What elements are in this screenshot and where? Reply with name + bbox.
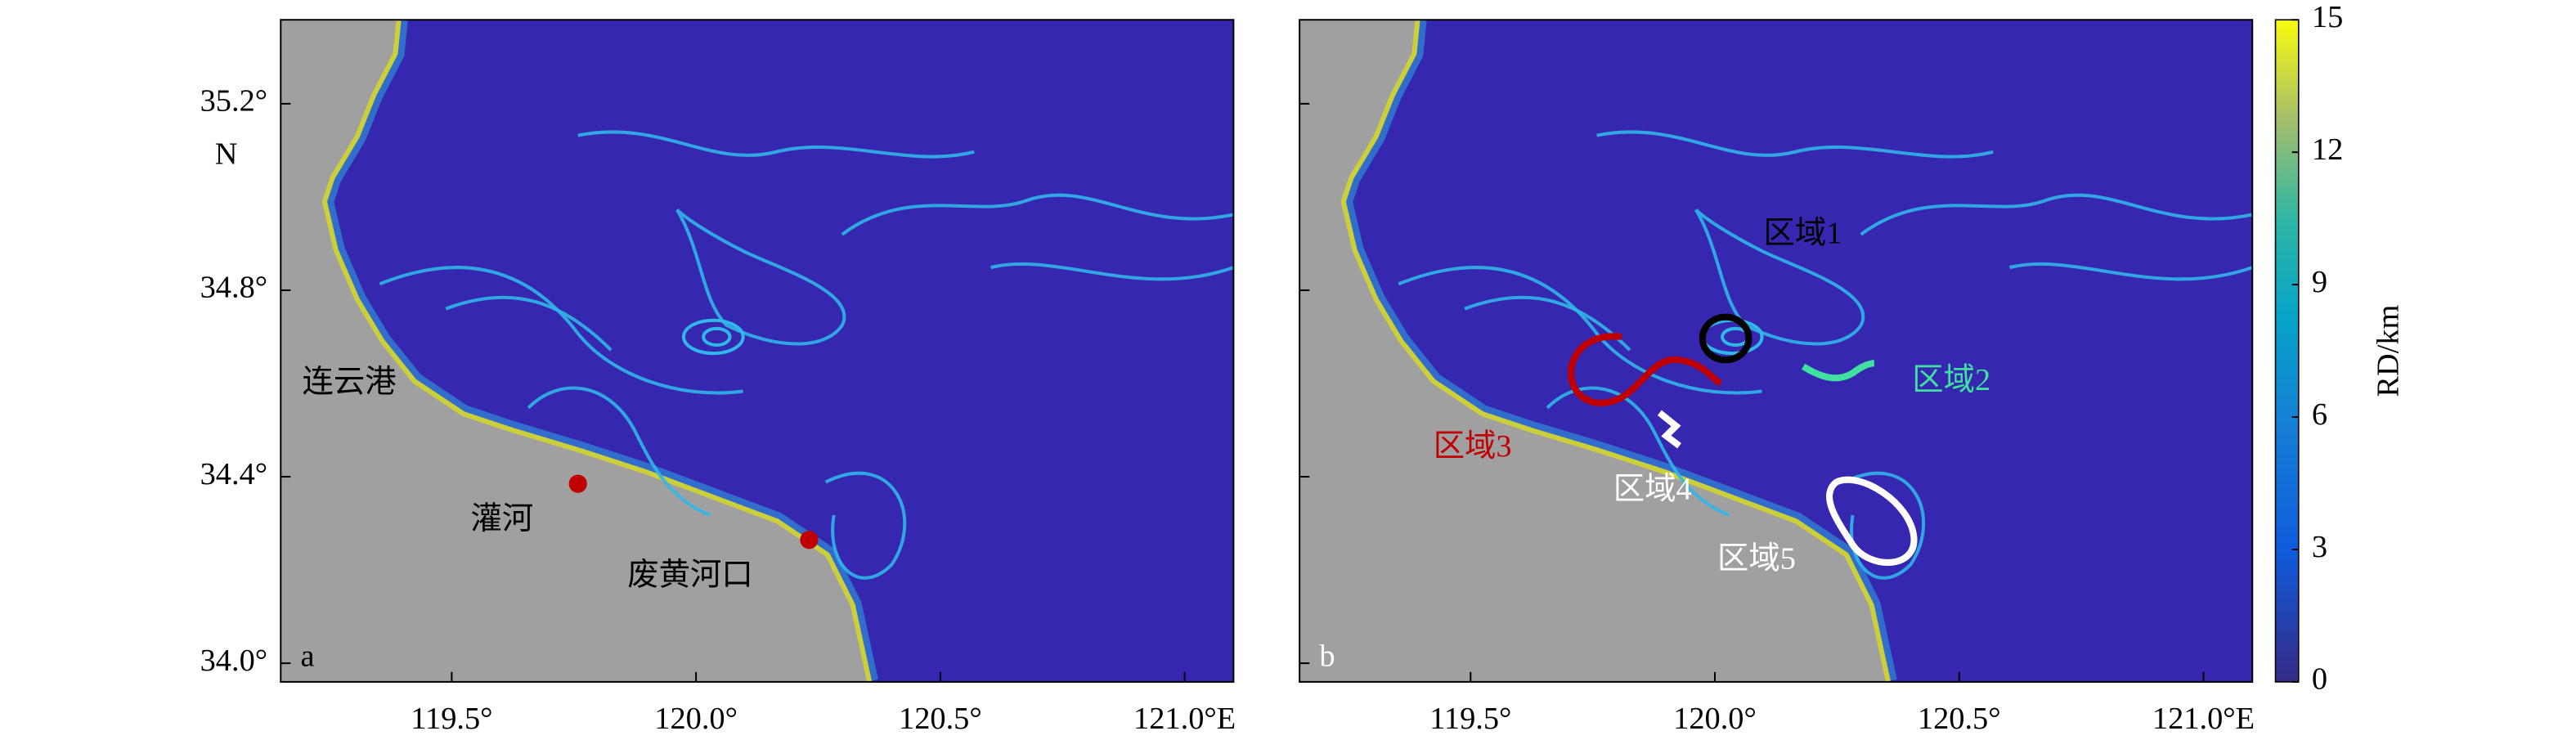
- colorbar-tick-label: 6: [2312, 397, 2327, 432]
- panel-label: a: [301, 639, 315, 673]
- filament: [824, 471, 907, 580]
- filament: [1694, 208, 1865, 346]
- region-label: 区域2: [1912, 363, 1990, 397]
- colorbar-label: RD/km: [2372, 304, 2406, 397]
- region-outline: [1657, 410, 1681, 449]
- filament: [1843, 471, 1926, 580]
- x-tick-label: 120.5°: [1918, 702, 2001, 736]
- filament: [1860, 193, 2253, 236]
- x-tick-label: 119.5°: [1429, 702, 1511, 736]
- filament: [527, 386, 711, 517]
- y-tick-label: 35.2°: [200, 84, 267, 119]
- axes-frame: [280, 19, 1235, 683]
- y-tick-label: 34.4°: [200, 457, 267, 491]
- colorbar-tick-label: 0: [2312, 662, 2327, 697]
- filament: [2008, 262, 2253, 281]
- site-marker: [568, 474, 587, 493]
- eddy: [681, 318, 745, 356]
- colorbar-tick-label: 9: [2312, 265, 2327, 299]
- panel-label: b: [1319, 639, 1335, 673]
- region-outline: [1801, 360, 1875, 382]
- filament: [1596, 130, 1994, 159]
- filament: [1464, 295, 1631, 352]
- filament: [577, 130, 975, 159]
- region-outline: [1568, 333, 1722, 406]
- land: [1299, 20, 1886, 682]
- place-label: 连云港: [303, 365, 397, 399]
- filament: [1398, 266, 1762, 395]
- x-tick-label: 121.0°E: [2152, 702, 2255, 736]
- region-label: 区域1: [1764, 217, 1842, 251]
- x-tick-label: 120.5°: [899, 702, 982, 736]
- site-marker: [800, 531, 819, 549]
- y-unit-label: N: [215, 137, 238, 171]
- filament: [445, 295, 613, 352]
- filament: [1546, 386, 1730, 517]
- filament: [990, 262, 1234, 281]
- filament: [675, 208, 846, 346]
- colorbar-tick-label: 3: [2312, 530, 2327, 564]
- filament: [379, 266, 743, 395]
- x-tick-label: 120.0°: [1673, 702, 1757, 736]
- place-label: 灌河: [470, 502, 533, 536]
- region-outline: [1699, 313, 1752, 364]
- y-tick-label: 34.0°: [200, 644, 267, 678]
- x-tick-label: 121.0°E: [1133, 702, 1236, 736]
- region-label: 区域3: [1434, 429, 1512, 464]
- place-label: 废黄河口: [627, 558, 752, 593]
- colorbar: [2274, 19, 2300, 683]
- x-tick-label: 120.0°: [654, 702, 738, 736]
- region-outline: [1826, 476, 1918, 566]
- region-label: 区域4: [1613, 473, 1692, 507]
- colorbar-tick-label: 15: [2312, 0, 2343, 34]
- x-tick-label: 119.5°: [411, 702, 492, 736]
- region-label: 区域5: [1717, 541, 1796, 576]
- filament: [841, 193, 1234, 236]
- map-panel: [280, 20, 1234, 682]
- land: [280, 20, 868, 682]
- map-panel: [1299, 20, 2253, 682]
- colorbar-tick-label: 12: [2312, 132, 2343, 167]
- axes-frame: [1299, 19, 2254, 683]
- y-tick-label: 34.8°: [200, 271, 267, 305]
- eddy: [702, 326, 732, 348]
